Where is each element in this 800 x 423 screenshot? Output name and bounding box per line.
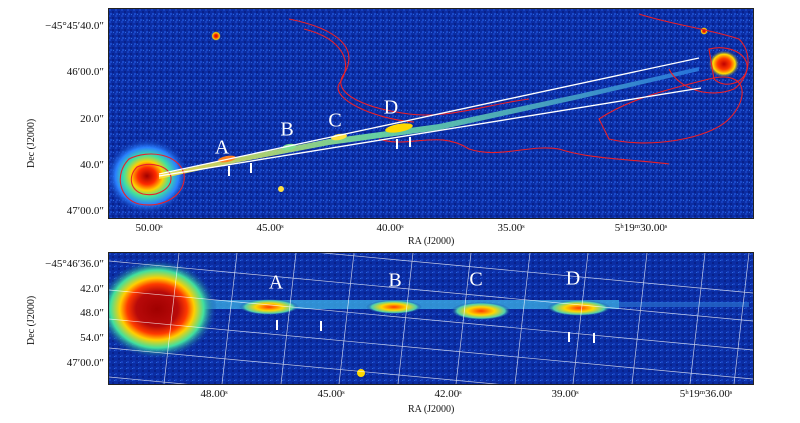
x-tick-label: 45.00ˢ: [317, 388, 345, 400]
y-tick-label: 40.0″: [80, 159, 104, 171]
knot-label-b: B: [388, 269, 402, 292]
x-tick-label: 45.00ˢ: [256, 222, 284, 234]
y-tick-label: 20.0″: [80, 113, 104, 125]
knot-label-d: D: [565, 267, 581, 290]
knot-marker: [228, 166, 230, 176]
knot-marker: [320, 321, 322, 331]
knot-marker: [276, 320, 278, 330]
x-tick-label: 50.00ˢ: [135, 222, 163, 234]
x-tick-label: 39.00ˢ: [551, 388, 579, 400]
bottom-image: [109, 253, 753, 384]
knot-b: [366, 300, 422, 314]
y-tick-label: 47′00.0″: [66, 205, 104, 217]
knot-marker: [568, 332, 570, 342]
top-image-panel: [108, 8, 754, 219]
knot-label-c: C: [469, 268, 483, 291]
x-tick-label: 48.00ˢ: [200, 388, 228, 400]
knot-label-a: A: [268, 271, 284, 294]
radio-contours: [119, 13, 749, 206]
y-tick-label: 48.0″: [80, 307, 104, 319]
knot-label-c: C: [328, 109, 342, 132]
coordinate-grid: [109, 253, 753, 384]
top-image: [109, 9, 753, 218]
x-tick-label: 42.00ˢ: [434, 388, 462, 400]
knot-label-d: D: [383, 96, 399, 119]
knot-d: [547, 300, 611, 316]
x-tick-label: 5ʰ19ᵐ36.00ˢ: [679, 388, 733, 400]
knot-marker: [593, 333, 595, 343]
x-tick-label: 5ʰ19ᵐ30.00ˢ: [614, 222, 668, 234]
knot-marker: [250, 163, 252, 173]
knot-a: [239, 299, 299, 315]
y-tick-label: 42.0″: [80, 283, 104, 295]
y-tick-label: −45°45′40.0″: [45, 20, 104, 32]
y-axis-title: Dec (J2000): [26, 295, 37, 345]
x-axis-title: RA (J2000): [408, 236, 455, 247]
y-tick-label: 47′00.0″: [66, 357, 104, 369]
y-tick-label: −45°46′36.0″: [45, 258, 104, 270]
x-tick-label: 40.00ˢ: [376, 222, 404, 234]
knot-label-a: A: [214, 136, 230, 159]
x-tick-label: 35.00ˢ: [497, 222, 525, 234]
y-axis-title: Dec (J2000): [26, 118, 37, 168]
bottom-image-panel: [108, 252, 754, 385]
knot-label-b: B: [280, 118, 294, 141]
x-axis-title: RA (J2000): [408, 404, 455, 415]
y-tick-label: 46′00.0″: [66, 66, 104, 78]
jet: [159, 67, 699, 179]
knot-marker: [409, 137, 411, 147]
hotspot: [708, 50, 740, 78]
host-galaxy: [109, 259, 217, 359]
knot-c: [451, 302, 511, 320]
knot-marker: [396, 139, 398, 149]
y-tick-label: 54.0″: [80, 332, 104, 344]
